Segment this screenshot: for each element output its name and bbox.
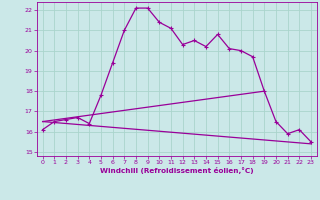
X-axis label: Windchill (Refroidissement éolien,°C): Windchill (Refroidissement éolien,°C)	[100, 167, 254, 174]
